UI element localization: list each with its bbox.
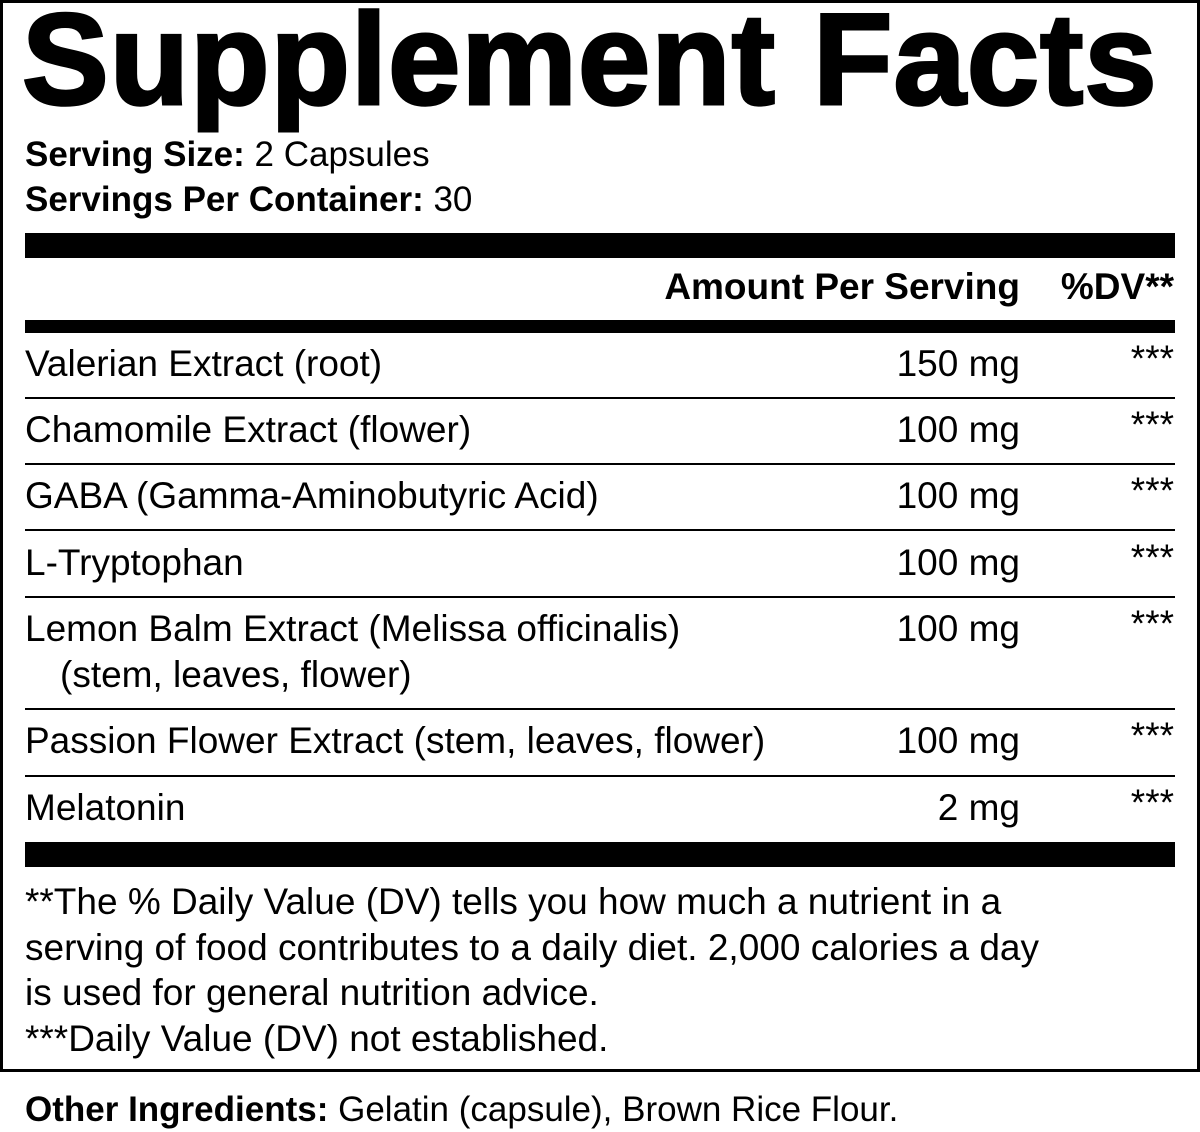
ingredient-amount: 150 mg: [896, 343, 1020, 384]
row-divider: [25, 775, 1175, 777]
ingredient-dv: ***: [1130, 404, 1174, 445]
other-ingredients: Other Ingredients: Gelatin (capsule), Br…: [25, 1091, 898, 1129]
ingredient-name: Melatonin: [25, 787, 186, 828]
footnote-line: is used for general nutrition advice.: [25, 972, 599, 1013]
row-divider: [25, 529, 1175, 531]
other-ingredients-value: Gelatin (capsule), Brown Rice Flour.: [338, 1090, 899, 1129]
header-amount: Amount Per Serving: [664, 266, 1020, 307]
ingredient-name: Valerian Extract (root): [25, 343, 383, 384]
thick-divider: [25, 233, 1175, 258]
ingredient-dv: ***: [1130, 782, 1174, 823]
ingredient-name: L-Tryptophan: [25, 542, 244, 583]
footnote-line: **The % Daily Value (DV) tells you how m…: [25, 881, 1002, 922]
panel-title: Supplement Facts: [21, 0, 1159, 132]
supplement-facts-panel: [0, 0, 1200, 1072]
ingredient-amount: 2 mg: [937, 787, 1020, 828]
servings-per-container-label: Servings Per Container:: [25, 180, 424, 219]
servings-per-container: Servings Per Container: 30: [25, 181, 472, 219]
other-ingredients-label: Other Ingredients:: [25, 1090, 329, 1129]
ingredient-dv: ***: [1130, 338, 1174, 379]
ingredient-amount: 100 mg: [896, 608, 1020, 649]
header-dv: %DV**: [1060, 266, 1174, 307]
ingredient-name: Passion Flower Extract (stem, leaves, fl…: [25, 720, 766, 761]
ingredient-name-continued: (stem, leaves, flower): [60, 654, 412, 695]
ingredient-amount: 100 mg: [896, 720, 1020, 761]
ingredient-dv: ***: [1130, 603, 1174, 644]
serving-size: Serving Size: 2 Capsules: [25, 136, 430, 174]
row-divider: [25, 708, 1175, 710]
footnote-line: serving of food contributes to a daily d…: [25, 927, 1039, 968]
thick-divider: [25, 842, 1175, 867]
row-divider: [25, 463, 1175, 465]
ingredient-amount: 100 mg: [896, 409, 1020, 450]
ingredient-amount: 100 mg: [896, 542, 1020, 583]
row-divider: [25, 397, 1175, 399]
row-divider: [25, 596, 1175, 598]
medium-divider: [25, 320, 1175, 333]
servings-per-container-value: 30: [433, 180, 473, 219]
ingredient-dv: ***: [1130, 537, 1174, 578]
ingredient-dv: ***: [1130, 470, 1174, 511]
ingredient-name: Chamomile Extract (flower): [25, 409, 472, 450]
ingredient-dv: ***: [1130, 715, 1174, 756]
ingredient-name: GABA (Gamma-Aminobutyric Acid): [25, 475, 599, 516]
ingredient-amount: 100 mg: [896, 475, 1020, 516]
ingredient-name: Lemon Balm Extract (Melissa officinalis): [25, 608, 681, 649]
serving-size-value: 2 Capsules: [254, 135, 430, 174]
serving-size-label: Serving Size:: [25, 135, 245, 174]
footnote-line: ***Daily Value (DV) not established.: [25, 1018, 609, 1059]
